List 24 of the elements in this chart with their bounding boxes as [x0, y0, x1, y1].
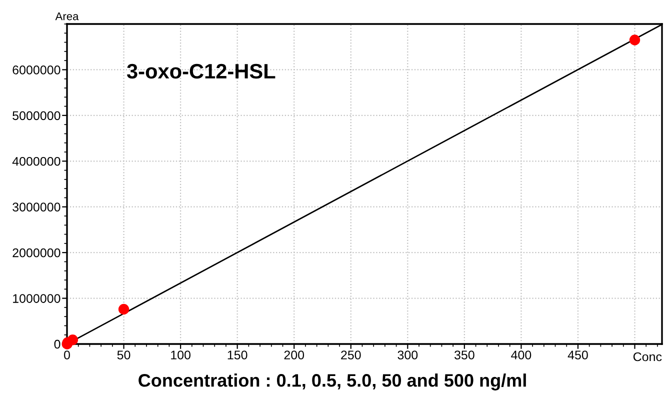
y-tick-label: 5000000 — [12, 111, 60, 120]
y-tick-label: 1000000 — [13, 294, 60, 303]
text: 3-oxo-C12-HSL — [126, 64, 276, 79]
x-tick-label: 0 — [64, 350, 70, 360]
y-tick-label: 4000000 — [12, 156, 60, 166]
y-tick-label: 3000000 — [12, 202, 60, 212]
y-axis-title: Area — [55, 12, 79, 20]
x-tick-label: 250 — [341, 350, 361, 360]
x-tick-label: 50 — [117, 350, 130, 360]
text: Concentration : 0.1, 0.5, 5.0, 50 and 500 ng/ml — [138, 374, 526, 390]
y-tick-label: 6000000 — [12, 66, 60, 74]
x-tick-label: 300 — [398, 350, 418, 360]
y-tick-label: 0 — [54, 340, 60, 349]
x-tick-label: 400 — [511, 350, 532, 360]
x-tick-label: 100 — [171, 350, 190, 360]
point — [67, 334, 78, 346]
x-tick-label: 200 — [284, 350, 304, 360]
point — [118, 304, 130, 315]
x-tick-label: 450 — [568, 350, 588, 360]
x-tick-label: 350 — [454, 350, 474, 360]
x-axis-title: Conc — [633, 352, 662, 362]
y-tick-label: 2000000 — [12, 248, 60, 258]
x-tick-label: 150 — [228, 350, 248, 360]
point — [629, 34, 640, 46]
